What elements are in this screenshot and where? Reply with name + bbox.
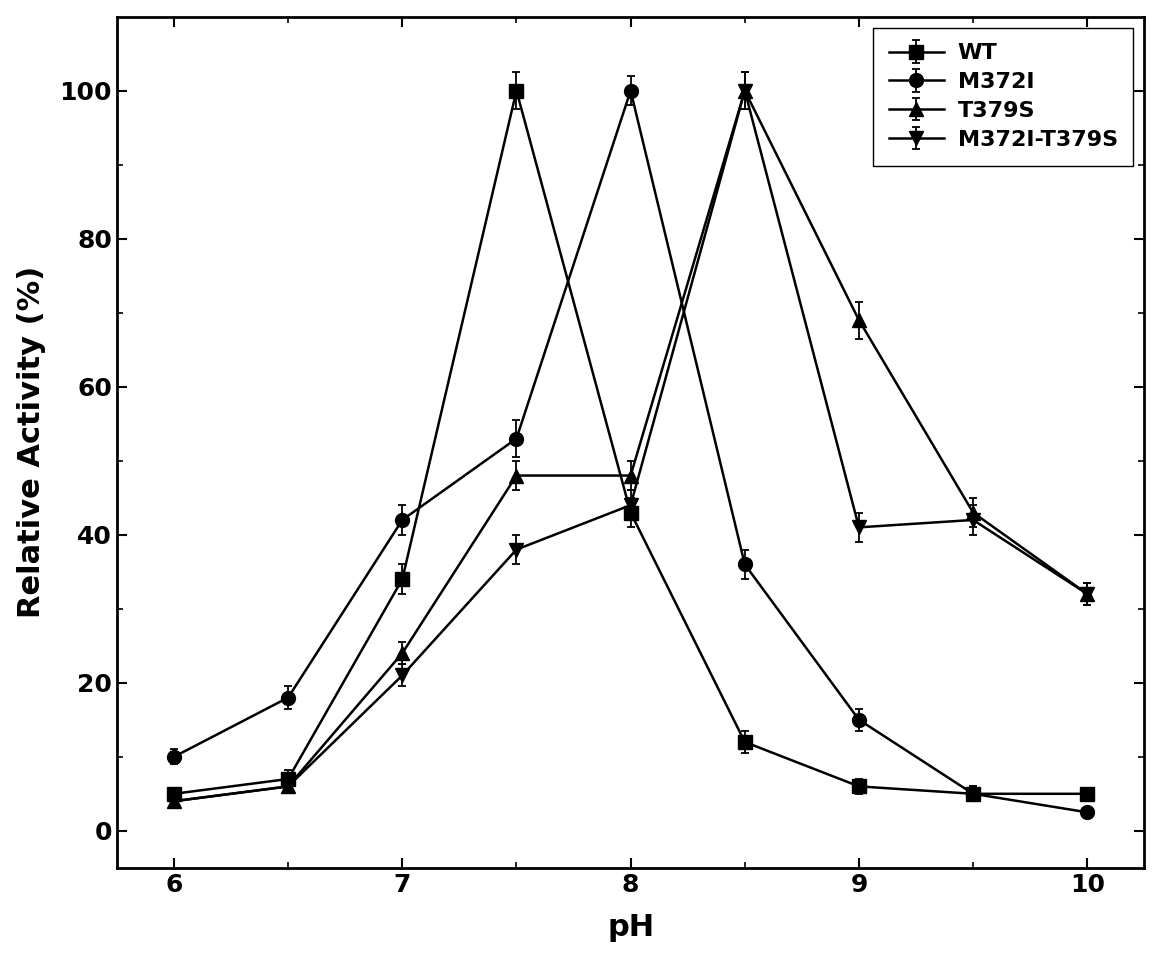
- Legend: WT, M372I, T379S, M372I-T379S: WT, M372I, T379S, M372I-T379S: [873, 28, 1133, 166]
- Y-axis label: Relative Activity (%): Relative Activity (%): [16, 266, 45, 619]
- X-axis label: pH: pH: [607, 913, 654, 943]
